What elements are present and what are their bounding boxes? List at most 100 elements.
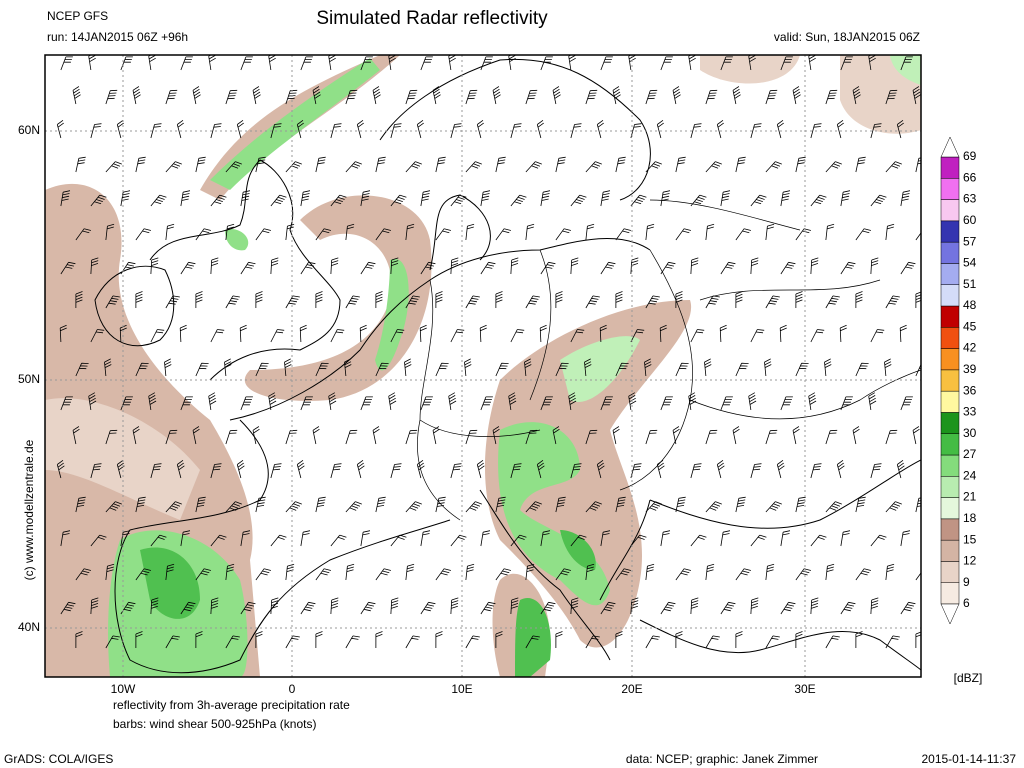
description: reflectivity from 3h-average precipitati…	[113, 698, 350, 712]
wind-barb	[750, 257, 759, 275]
wind-barb	[75, 568, 92, 581]
wind-barb	[628, 392, 637, 411]
wind-barb	[390, 123, 402, 139]
wind-barb	[675, 228, 692, 241]
wind-barb	[825, 635, 840, 649]
color-swatch	[940, 199, 960, 222]
wind-barb	[120, 261, 136, 275]
colorbar-label: 66	[963, 170, 977, 184]
wind-barb	[570, 597, 579, 615]
wind-barb	[165, 223, 175, 241]
wind-barb	[360, 56, 373, 71]
wind-barb	[356, 459, 365, 479]
wind-barb	[210, 257, 219, 275]
precip-area	[515, 598, 551, 677]
wind-barb	[808, 55, 816, 71]
wind-barb	[675, 291, 683, 309]
wind-barb	[372, 86, 381, 105]
colorbar-label: 57	[963, 234, 977, 248]
wind-barb	[885, 223, 895, 241]
colorbar-label: 12	[963, 554, 977, 568]
wind-barb	[660, 396, 673, 411]
wind-barb	[299, 324, 307, 343]
color-swatch	[940, 497, 960, 520]
wind-barb	[492, 86, 501, 105]
wind-barb	[688, 392, 697, 411]
wind-barb	[855, 291, 863, 309]
wind-barb	[60, 396, 73, 411]
wind-barb	[150, 257, 159, 275]
wind-barb	[405, 223, 415, 241]
wind-barb	[416, 119, 424, 139]
coastline	[479, 489, 651, 661]
wind-barb	[645, 429, 658, 445]
wind-barb	[840, 190, 851, 207]
wind-barb	[495, 568, 512, 581]
wind-barb	[165, 295, 180, 309]
wind-barb	[870, 329, 885, 343]
wind-barb	[900, 530, 911, 547]
wind-barb	[236, 459, 245, 479]
wind-barb	[615, 156, 626, 173]
wind-barb	[225, 501, 242, 513]
wind-barb	[720, 601, 736, 615]
wind-barb	[600, 261, 616, 275]
wind-barb	[180, 530, 191, 547]
wind-barb	[210, 123, 222, 139]
wind-barb	[585, 635, 600, 649]
wind-barb	[615, 291, 623, 309]
wind-barb	[540, 261, 556, 275]
lon-label: 20E	[621, 682, 642, 696]
colorbar-label: 60	[963, 213, 977, 227]
wind-barb	[105, 429, 118, 445]
wind-barb	[810, 194, 827, 207]
wind-barb	[600, 530, 611, 547]
wind-barb	[585, 429, 598, 445]
wind-barb	[180, 261, 196, 275]
wind-barb	[165, 563, 175, 581]
wind-barb	[660, 261, 676, 275]
wind-barb	[435, 156, 446, 173]
wind-barb	[735, 291, 743, 309]
wind-barb	[270, 329, 285, 343]
wind-barb	[690, 597, 699, 615]
wind-barb	[360, 190, 371, 207]
wind-barb	[825, 223, 835, 241]
wind-barb	[896, 119, 904, 139]
wind-barb	[60, 530, 71, 547]
wind-barb	[495, 228, 512, 241]
wind-barb	[510, 463, 522, 479]
color-swatch	[940, 178, 960, 200]
wind-barb	[375, 362, 389, 377]
wind-barb	[88, 392, 97, 411]
wind-barb	[570, 534, 587, 547]
wind-barb	[450, 597, 459, 615]
wind-barb	[90, 463, 102, 479]
wind-barb	[285, 501, 302, 513]
wind-barb	[508, 392, 517, 411]
wind-barb	[120, 190, 131, 207]
wind-barb	[660, 530, 671, 547]
wind-barb	[476, 459, 485, 479]
wind-barb	[236, 119, 244, 139]
color-swatch	[940, 369, 960, 392]
wind-barb	[330, 257, 339, 275]
wind-barb	[825, 161, 842, 173]
wind-barb	[344, 358, 352, 377]
wind-barb	[630, 194, 647, 207]
wind-barb	[448, 392, 457, 411]
wind-barb	[615, 228, 632, 241]
wind-barb	[660, 56, 673, 71]
wind-barb	[510, 329, 525, 343]
wind-barb	[225, 295, 240, 309]
wind-barb	[420, 261, 436, 275]
wind-barb	[555, 496, 566, 513]
wind-barb	[450, 463, 462, 479]
wind-barb	[900, 261, 916, 275]
wind-barb	[480, 261, 496, 275]
wind-barb	[195, 362, 209, 377]
wind-barb	[388, 55, 396, 71]
wind-barb	[825, 501, 842, 513]
wind-barb	[255, 156, 266, 173]
wind-barb	[255, 228, 272, 241]
